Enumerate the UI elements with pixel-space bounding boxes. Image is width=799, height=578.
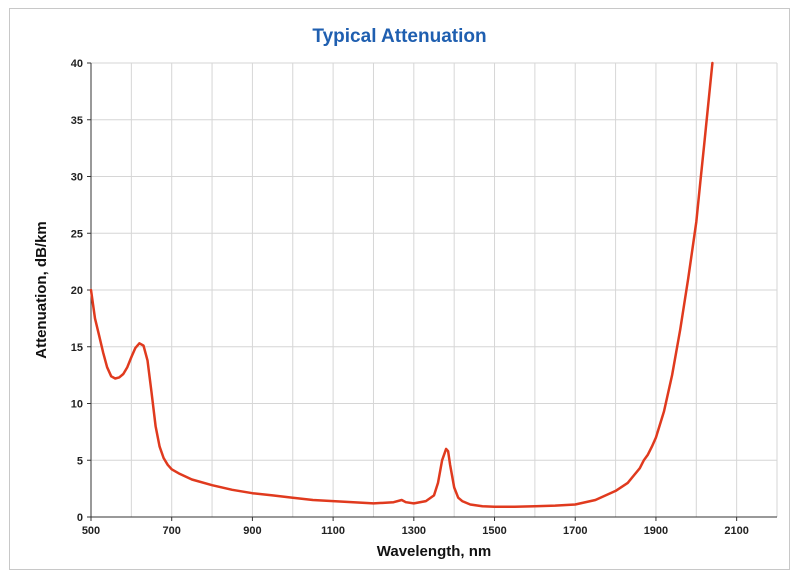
x-tick-label: 1500	[482, 525, 506, 537]
x-tick-label: 2100	[724, 525, 748, 537]
x-tick-label: 900	[243, 525, 261, 537]
y-tick-labels: 0 5 10 15 20 25 30 35 40	[71, 58, 91, 524]
y-tick-label: 15	[71, 342, 83, 354]
y-tick-label: 35	[71, 115, 83, 127]
y-tick-label: 5	[77, 455, 83, 467]
x-tick-label: 1100	[321, 525, 345, 537]
y-tick-label: 40	[71, 58, 83, 70]
x-tick-label: 700	[163, 525, 181, 537]
y-tick-label: 30	[71, 172, 83, 184]
chart-title: Typical Attenuation	[312, 26, 487, 47]
attenuation-series-line	[89, 61, 714, 509]
x-axis-label: Wavelength, nm	[377, 543, 491, 560]
x-tick-label: 1700	[563, 525, 587, 537]
y-tick-label: 25	[71, 228, 83, 240]
y-tick-label: 10	[71, 399, 83, 411]
y-tick-label: 20	[71, 285, 83, 297]
x-tick-label: 1900	[644, 525, 668, 537]
x-tick-labels: 500 700 900 1100 1300 1500 1700 1900 2100	[82, 517, 749, 537]
grid-lines	[91, 62, 778, 517]
chart-frame	[9, 8, 790, 570]
x-tick-label: 1300	[402, 525, 426, 537]
y-axis-label: Attenuation, dB/km	[33, 221, 50, 359]
y-tick-label: 0	[77, 512, 83, 524]
x-tick-label: 500	[82, 525, 100, 537]
